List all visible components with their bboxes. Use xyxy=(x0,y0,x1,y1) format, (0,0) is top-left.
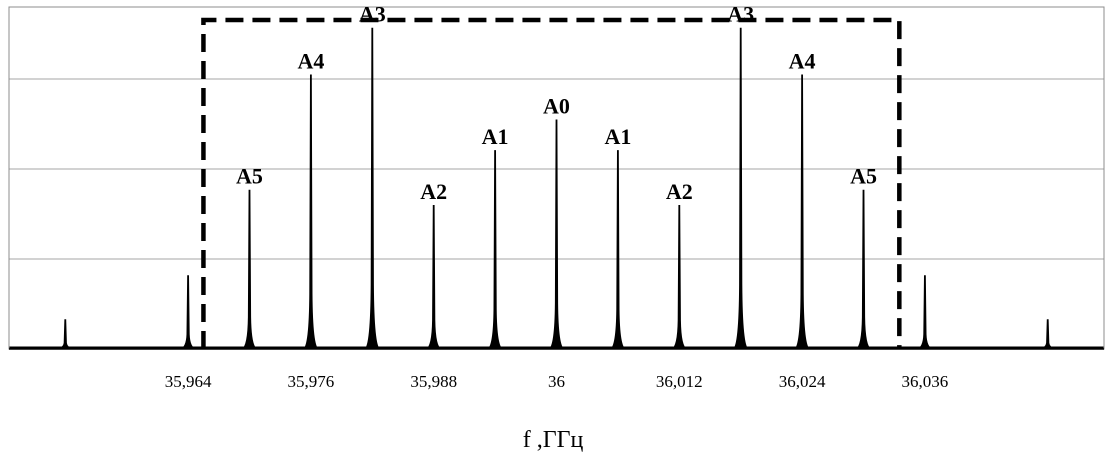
x-tick-label: 35,988 xyxy=(410,372,457,391)
x-tick-label: 36,012 xyxy=(656,372,703,391)
spectral-peak xyxy=(1039,319,1056,349)
peak-label: А5 xyxy=(236,164,263,189)
peak-label: А2 xyxy=(666,179,693,204)
selection-box xyxy=(201,17,902,349)
peak-label: А1 xyxy=(482,124,509,149)
peak-label: А3 xyxy=(359,2,386,27)
x-tick-label: 36,036 xyxy=(902,372,949,391)
spectral-peak xyxy=(364,27,381,349)
x-tick-label: 35,964 xyxy=(165,372,212,391)
spectral-peak xyxy=(241,189,258,349)
spectral-peak xyxy=(302,74,319,349)
x-tick-labels: 35,964 35,976 35,988 36 36,012 36,024 36,036 xyxy=(165,372,949,391)
peak-label: А5 xyxy=(850,164,877,189)
peak-label: А2 xyxy=(420,179,447,204)
peak-label: А4 xyxy=(297,49,324,74)
spectral-peak xyxy=(487,150,504,349)
spectral-peak xyxy=(548,119,565,349)
spectral-peak xyxy=(57,319,74,349)
peak-label: А4 xyxy=(789,49,816,74)
x-axis-title: f ,ГГц xyxy=(523,427,584,453)
spectral-peak xyxy=(180,275,197,349)
peak-label: А1 xyxy=(604,124,631,149)
selection-box-outline xyxy=(201,17,902,349)
spectral-peak xyxy=(855,189,872,349)
spectral-peak xyxy=(916,275,933,349)
x-tick-label: 35,976 xyxy=(288,372,335,391)
peak-label: А0 xyxy=(543,94,570,119)
spectral-peak xyxy=(671,205,688,349)
peak-label: А3 xyxy=(727,2,754,27)
spectral-peak xyxy=(732,27,749,349)
x-tick-label: 36 xyxy=(548,372,565,391)
x-tick-label: 36,024 xyxy=(779,372,826,391)
peak-labels: А5 А4 А3 А2 А1 А0 А1 А2 А3 А4 А5 xyxy=(236,2,877,204)
spectral-peak xyxy=(794,74,811,349)
spectral-peak xyxy=(609,150,626,349)
spectrum-plot xyxy=(9,27,1104,349)
spectral-peak xyxy=(425,205,442,349)
